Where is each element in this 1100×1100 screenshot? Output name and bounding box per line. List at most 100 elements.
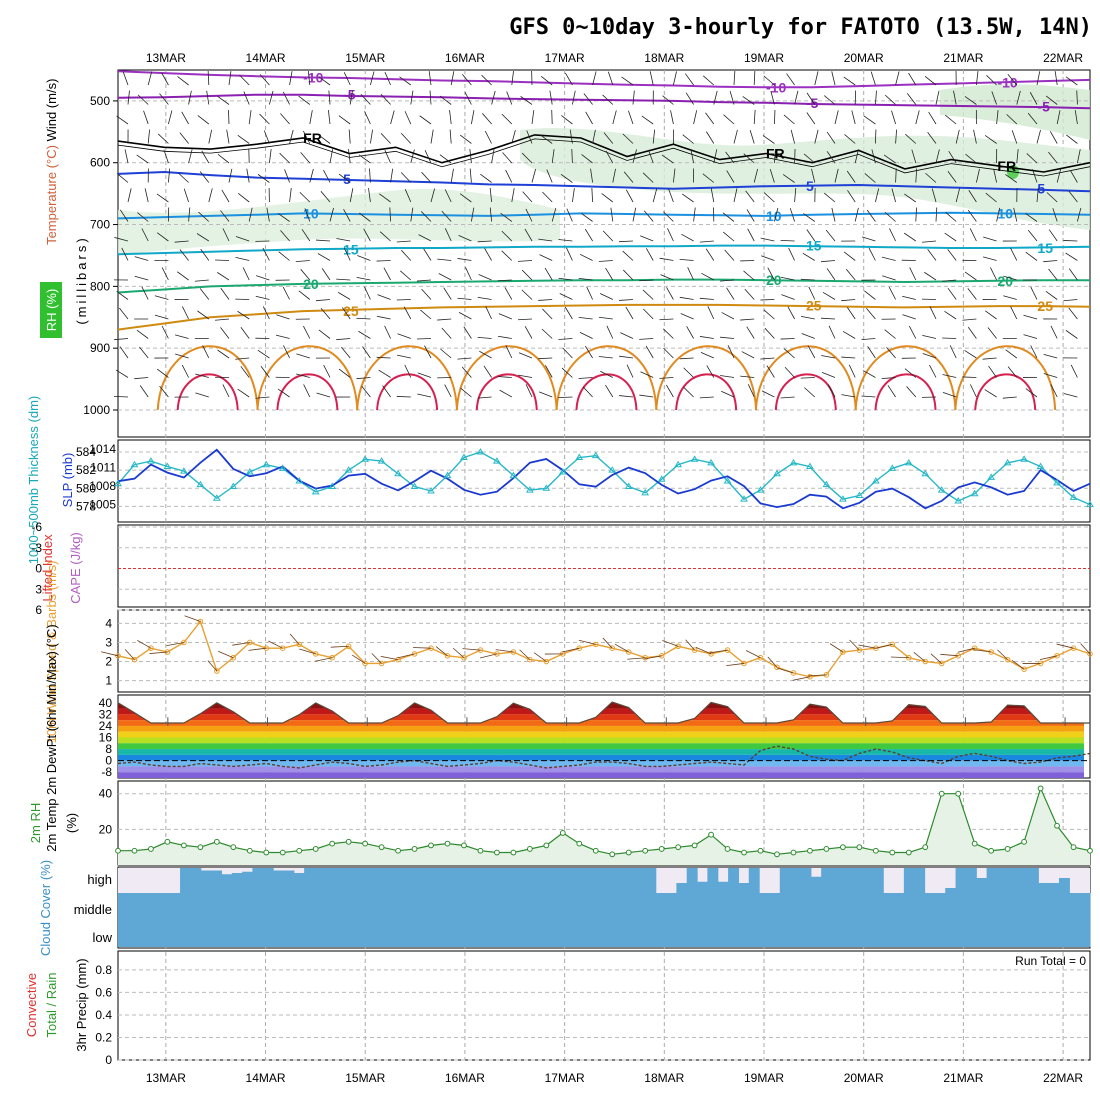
- upper-wind-barb: [383, 267, 391, 281]
- upper-wind-barb: [663, 347, 674, 359]
- upper-wind-barb: [343, 72, 351, 86]
- rh-ylabel: 2m RH: [28, 803, 43, 843]
- upper-wind-barb: [188, 149, 193, 164]
- upper-wind-barb: [404, 111, 412, 125]
- upper-wind-barb: [679, 296, 694, 300]
- cloud-cell: [645, 920, 657, 947]
- cloud-cell: [252, 868, 264, 893]
- temp-line: [117, 701, 1090, 724]
- cloud-cell: [118, 893, 129, 920]
- wind-barb: [413, 647, 432, 649]
- upper-wind-barb: [546, 169, 553, 183]
- upper-wind-barb: [357, 255, 371, 261]
- wind-barb: [627, 657, 646, 660]
- cloud-cell: [748, 920, 760, 947]
- cloud-cell: [583, 920, 595, 947]
- upper-wind-barb: [504, 287, 513, 300]
- upper-wind-barb: [188, 90, 192, 105]
- wind-speed-point: [527, 656, 533, 663]
- rh-point: [1087, 847, 1093, 854]
- upper-wind-barb: [786, 73, 795, 86]
- upper-wind-barb: [642, 172, 654, 183]
- upper-wind-barb: [662, 328, 674, 339]
- upper-wind-barb: [1003, 275, 1017, 281]
- upper-wind-barb: [922, 240, 937, 243]
- wind-barb: [248, 647, 267, 651]
- upper-wind-barb: [1052, 208, 1058, 222]
- upper-wind-barb: [1026, 153, 1038, 164]
- thickness-point: [806, 462, 814, 470]
- upper-wind-barb: [681, 193, 694, 203]
- cloud-cell: [800, 893, 812, 920]
- thickness-point: [822, 480, 831, 488]
- rh-point: [213, 838, 220, 845]
- rh-point: [1037, 785, 1044, 792]
- upper-wind-barb: [693, 207, 696, 222]
- upper-wind-barb: [207, 70, 210, 86]
- upper-wind-barb: [682, 134, 694, 144]
- cloud-cell: [800, 920, 812, 947]
- upper-wind-barb: [420, 211, 432, 222]
- cloud-cell: [635, 920, 646, 947]
- cloud-cell: [686, 868, 698, 893]
- rh-point: [807, 847, 813, 854]
- upper-wind-barb: [598, 260, 613, 262]
- cloud-cell: [417, 893, 429, 920]
- panel-frame-precip: [117, 950, 1091, 1061]
- upper-wind-barb: [384, 150, 391, 164]
- upper-wind-barb: [511, 188, 515, 203]
- upper-wind-barb: [794, 90, 799, 105]
- slp-ylabel: SLP (mb): [60, 453, 75, 508]
- upper-wind-barb: [1030, 286, 1038, 300]
- li-ylabel: Lifted Index: [40, 534, 55, 602]
- upper-wind-barb: [137, 94, 149, 105]
- upper-wind-barb: [215, 318, 230, 321]
- precip-ylabel3: Convective: [24, 973, 39, 1037]
- upper-wind-barb: [790, 129, 795, 144]
- rh-point: [246, 847, 253, 854]
- date-label-top: 14MAR: [246, 51, 286, 65]
- thickness-point: [245, 468, 254, 475]
- rh-point: [345, 838, 352, 845]
- cloud-cell: [728, 920, 740, 947]
- cloud-cell: [510, 893, 522, 920]
- cloud-cell: [531, 893, 543, 920]
- upper-wind-barb: [262, 306, 270, 320]
- upper-wind-barb: [538, 299, 553, 301]
- upper-wind-barb: [763, 192, 775, 203]
- upper-wind-barb: [1023, 314, 1038, 320]
- cloud-cell: [428, 920, 440, 947]
- upper-wind-barb: [1054, 71, 1058, 86]
- cloud-cell: [221, 874, 233, 893]
- upper-wind-barb: [178, 172, 189, 183]
- upper-wind-barb: [362, 346, 371, 359]
- upper-wind-barb: [1002, 396, 1017, 399]
- upper-wind-barb: [955, 188, 960, 203]
- upper-wind-barb: [154, 295, 169, 300]
- isotherm-30-loop: [854, 345, 957, 411]
- upper-wind-barb: [424, 345, 432, 359]
- upper-wind-barb: [707, 306, 715, 320]
- upper-wind-barb: [323, 169, 331, 183]
- wind-barb: [289, 633, 300, 645]
- upper-wind-barb: [540, 135, 553, 144]
- slp-tick-label: 1005: [89, 498, 116, 512]
- upper-wind-barb: [610, 207, 614, 222]
- upper-wind-barb: [666, 287, 674, 300]
- upper-wind-barb: [1023, 334, 1038, 339]
- upper-wind-barb: [801, 333, 815, 339]
- upper-wind-barb: [760, 237, 775, 242]
- rh-point: [428, 842, 434, 849]
- cloud-cell: [934, 920, 946, 947]
- upper-wind-barb: [370, 129, 373, 144]
- upper-wind-barb: [263, 130, 270, 144]
- upper-wind-barb: [841, 394, 856, 398]
- upper-wind-barb: [390, 110, 395, 125]
- temp-color-band: [118, 749, 1084, 755]
- upper-wind-barb: [465, 267, 472, 281]
- upper-wind-barb: [863, 370, 876, 378]
- wind-barb: [100, 651, 119, 657]
- thickness-point: [493, 457, 501, 464]
- upper-wind-barb: [304, 208, 311, 222]
- cloud-cell: [273, 920, 285, 947]
